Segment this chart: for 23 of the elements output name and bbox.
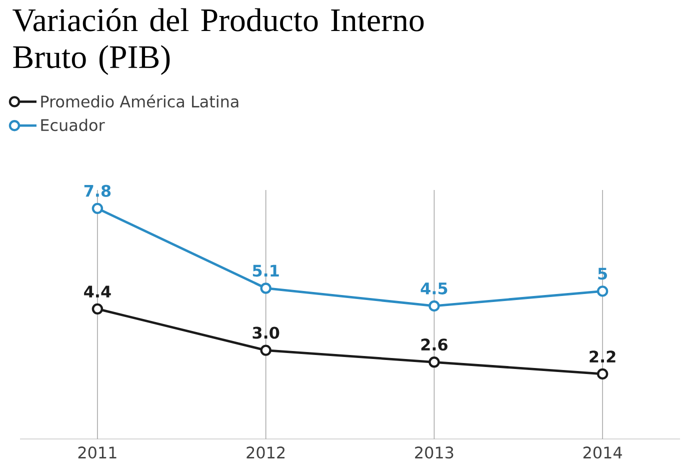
data-label: 7.8: [84, 184, 111, 197]
point: [92, 202, 104, 214]
data-label: 2.2: [590, 350, 616, 362]
point: [92, 303, 104, 315]
x-tick-label: 2013: [415, 446, 454, 459]
x-tick-label: 2014: [583, 446, 622, 459]
point: [428, 356, 440, 368]
chart-title: Variación del Producto Interno Bruto (PIB): [12, 8, 424, 75]
data-label: 4.5: [420, 282, 448, 294]
legend-label: Ecuador: [41, 118, 105, 132]
point: [428, 300, 440, 312]
x-tick-label: 2011: [78, 446, 116, 459]
point: [260, 344, 272, 356]
data-label: 3.0: [252, 326, 280, 339]
data-label: 5: [598, 268, 607, 280]
data-label: 2.6: [421, 338, 448, 351]
legend-label: Promedio América Latina: [41, 94, 238, 108]
data-label: 5.1: [252, 264, 279, 277]
point: [596, 286, 608, 297]
data-label: 4.4: [84, 286, 111, 298]
point: [596, 368, 608, 380]
point: [260, 282, 272, 294]
x-tick-label: 2012: [246, 446, 285, 459]
